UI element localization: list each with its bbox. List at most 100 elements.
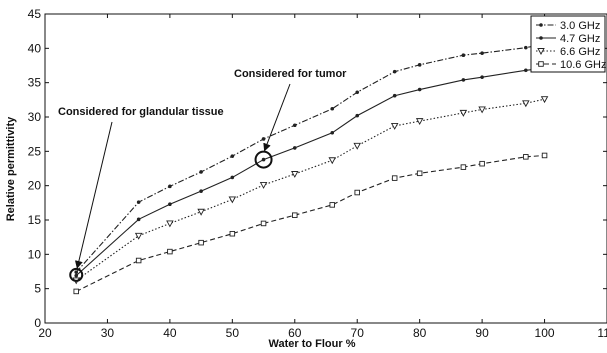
data-point xyxy=(480,75,484,79)
annotation-glandular-circle xyxy=(69,267,84,282)
data-point xyxy=(524,45,528,50)
data-point xyxy=(415,118,424,126)
data-point xyxy=(292,212,298,218)
legend-marker xyxy=(537,48,545,55)
annotation-tumor: Considered for tumor xyxy=(234,68,347,169)
data-point xyxy=(480,51,484,55)
x-tick-label: 40 xyxy=(163,326,177,340)
data-point xyxy=(461,78,466,82)
data-point xyxy=(354,189,360,196)
data-point xyxy=(541,152,548,159)
data-point xyxy=(136,217,141,222)
data-point xyxy=(199,170,203,174)
data-point xyxy=(199,189,203,193)
data-point xyxy=(329,202,335,208)
data-point xyxy=(330,106,335,111)
x-axis-title: Water to Flour % xyxy=(269,338,356,350)
annotation-glandular-label: Considered for glandular tissue xyxy=(58,106,224,118)
annotation-glandular-arrow xyxy=(74,121,113,269)
data-point xyxy=(230,154,235,158)
x-tick-label: 110 xyxy=(597,326,607,340)
x-axis: 20 30 40 50 60 70 80 90 100 110 xyxy=(38,14,607,340)
series-1 xyxy=(74,66,547,278)
data-point xyxy=(478,106,486,114)
legend-entry: 10.6 GHz xyxy=(536,59,606,71)
data-point xyxy=(459,109,468,117)
annotation-glandular: Considered for glandular tissue xyxy=(58,106,224,282)
data-point xyxy=(168,202,172,207)
data-point xyxy=(416,170,423,177)
x-tick-label: 100 xyxy=(535,326,555,340)
data-point xyxy=(524,68,528,73)
annotation-tumor-circle xyxy=(254,150,273,169)
x-tick-label: 70 xyxy=(351,326,365,340)
series-0 xyxy=(74,42,547,274)
x-tick-label: 20 xyxy=(38,326,52,340)
data-point xyxy=(355,113,360,118)
y-tick-label: 30 xyxy=(28,110,42,124)
data-point xyxy=(392,93,397,98)
data-point xyxy=(328,157,337,165)
data-point xyxy=(391,175,398,181)
series-line xyxy=(75,154,545,292)
data-point xyxy=(461,53,466,57)
legend-marker xyxy=(539,23,543,27)
data-point xyxy=(134,232,143,240)
legend-entry: 3.0 GHz xyxy=(536,20,600,32)
data-point xyxy=(259,182,268,189)
y-tick-label: 40 xyxy=(28,41,42,55)
x-tick-label: 50 xyxy=(226,326,240,340)
data-point xyxy=(390,122,399,130)
data-point xyxy=(392,69,397,74)
data-point xyxy=(229,230,236,237)
data-point xyxy=(198,239,204,246)
y-tick-label: 15 xyxy=(28,213,42,227)
data-point xyxy=(166,220,174,228)
legend-label: 10.6 GHz xyxy=(560,59,606,71)
legend-marker xyxy=(539,36,543,40)
data-point xyxy=(167,248,173,255)
x-tick-label: 80 xyxy=(413,326,427,340)
data-point xyxy=(261,157,266,162)
data-point xyxy=(230,175,235,180)
legend-label: 4.7 GHz xyxy=(560,33,600,45)
data-point xyxy=(355,90,360,95)
data-point xyxy=(261,137,266,141)
annotation-tumor-arrow xyxy=(263,83,291,152)
series-line xyxy=(75,43,545,273)
data-point xyxy=(291,171,299,178)
series-layer xyxy=(72,42,549,295)
data-point xyxy=(540,96,549,104)
y-tick-label: 45 xyxy=(28,7,42,21)
series-3 xyxy=(73,152,548,295)
y-tick-label: 0 xyxy=(34,316,41,330)
x-tick-label: 30 xyxy=(101,326,115,340)
data-point xyxy=(479,160,485,167)
annotation-tumor-label: Considered for tumor xyxy=(234,68,347,80)
data-point xyxy=(330,130,335,135)
y-tick-label: 20 xyxy=(28,179,42,193)
data-point xyxy=(74,270,79,274)
legend-entry: 4.7 GHz xyxy=(536,33,600,45)
data-point xyxy=(135,257,142,264)
data-point xyxy=(460,164,467,170)
data-point xyxy=(417,63,422,67)
plot-area xyxy=(44,13,607,324)
x-tick-label: 90 xyxy=(475,326,489,340)
legend-label: 3.0 GHz xyxy=(560,20,600,32)
y-tick-label: 10 xyxy=(28,247,42,261)
data-point xyxy=(228,196,237,204)
y-axis-title: Relative permittivity xyxy=(5,116,17,221)
x-tick-label: 60 xyxy=(288,326,302,340)
y-axis: 0 5 10 15 20 25 30 35 40 45 xyxy=(28,7,607,330)
data-point xyxy=(522,100,530,108)
data-point xyxy=(292,146,297,150)
legend-marker xyxy=(538,61,544,67)
y-tick-label: 25 xyxy=(28,144,42,158)
legend-label: 6.6 GHz xyxy=(560,46,600,58)
data-point xyxy=(260,220,267,227)
data-point xyxy=(523,154,529,160)
data-point xyxy=(73,288,79,295)
